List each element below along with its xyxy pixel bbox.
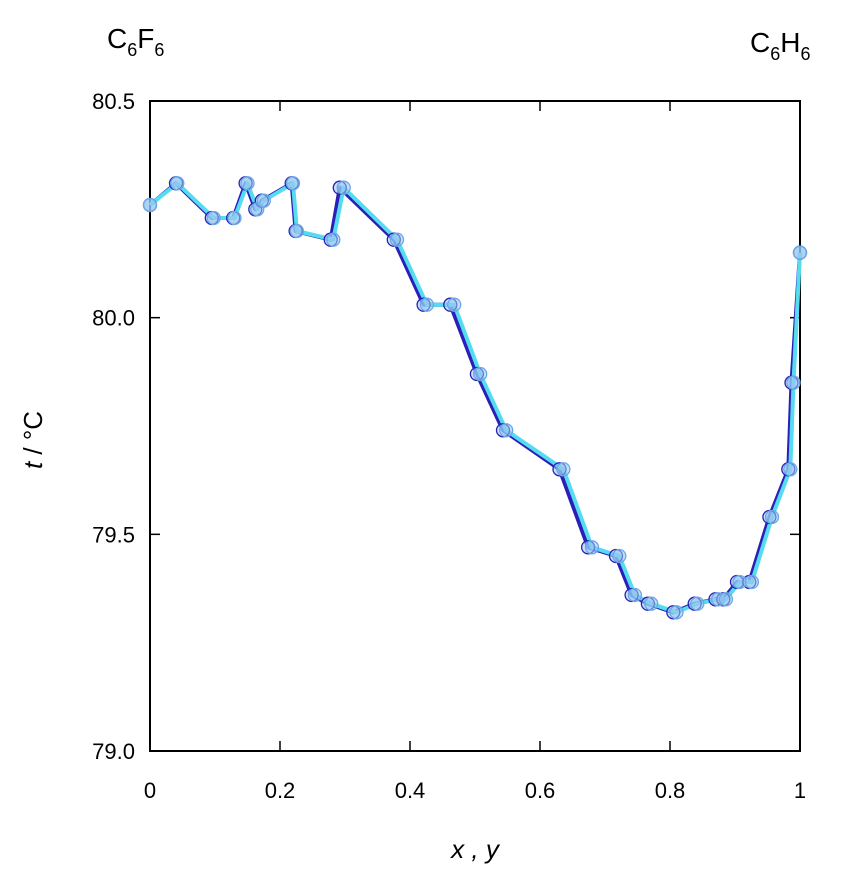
data-point [556,462,571,477]
axis-tick-labels: 0 0.2 0.4 0.6 0.8 1 79.0 79.5 80.0 80.5 [92,89,806,803]
data-point [227,210,242,226]
data-point [240,176,255,191]
left-component-sub1: 6 [127,40,137,60]
y-axis-label-unit: / °C [18,411,48,462]
left-component-f: F [137,23,154,54]
x-tick-label: 0 [144,778,156,803]
x-tick-label: 1 [794,778,806,803]
data-point [336,180,351,195]
data-point [744,574,760,590]
series-line-0 [148,181,802,615]
data-point [285,176,301,191]
series-points-0 [142,176,808,620]
data-point [584,540,600,555]
data-point [764,509,780,525]
right-component-sub2: 6 [800,44,810,64]
left-component-sub2: 6 [154,40,164,60]
data-point [389,232,405,247]
x-axis-label: x , y [449,834,501,864]
right-component-c: C [750,27,770,58]
data-point [612,548,627,564]
right-component-sub1: 6 [770,44,780,64]
y-tick-label: 80.0 [92,306,135,331]
data-point [783,462,798,477]
series-line-1 [148,181,802,615]
y-tick-label: 79.0 [92,739,135,764]
data-point [206,210,221,226]
data-point [627,587,643,603]
data-point [142,197,158,213]
data-point [669,605,684,620]
data-point [786,375,801,390]
data-point [499,423,514,438]
data-point [447,297,462,312]
y-tick-label: 79.5 [92,522,135,547]
right-component-label: C6H6 [750,27,811,64]
data-point [792,245,808,260]
series-1 [148,181,802,615]
x-tick-label: 0.6 [525,778,556,803]
series-0 [148,181,802,615]
data-point [170,176,185,191]
left-component-label: C6F6 [107,23,164,60]
data-point [718,592,734,607]
data-point [419,297,435,312]
x-tick-label: 0.2 [265,778,296,803]
data-point [732,574,747,590]
data-point [690,596,705,611]
x-tick-label: 0.4 [395,778,426,803]
data-point [256,193,271,208]
left-component-c: C [107,23,127,54]
series-layer [142,176,808,620]
data-point [289,223,305,239]
plot-frame [149,100,801,752]
data-point [326,232,341,247]
x-tick-label: 0.8 [655,778,686,803]
y-tick-label: 80.5 [92,89,135,114]
series-points-1 [142,176,808,620]
data-point [473,366,488,382]
right-component-h: H [780,27,800,58]
axis-ticks [149,100,801,752]
y-axis-label-var: t [18,460,48,469]
data-point [644,596,659,611]
y-axis-label: t / °C [18,411,48,469]
